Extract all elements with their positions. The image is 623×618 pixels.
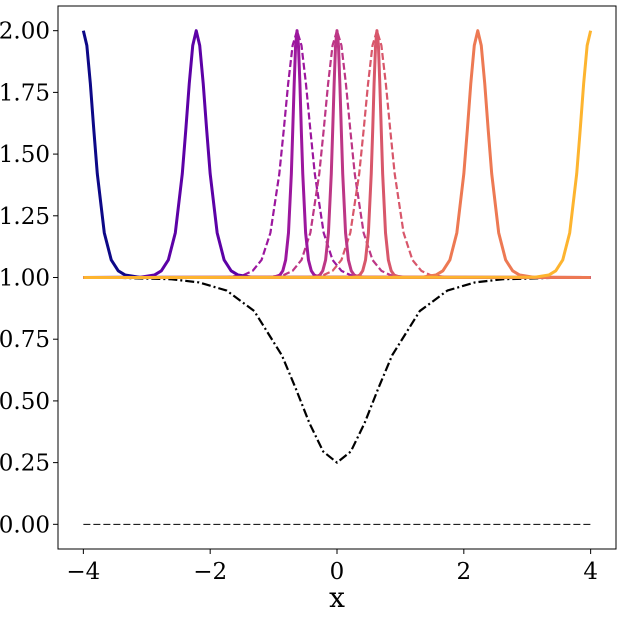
y-tick-label: 1.00 xyxy=(0,266,50,292)
x-tick-label: 2 xyxy=(456,559,471,585)
line-series xyxy=(83,29,591,279)
x-tick-label: −4 xyxy=(66,559,100,585)
x-tick-label: 4 xyxy=(583,559,598,585)
y-tick-label: 1.50 xyxy=(0,142,50,168)
plot-frame xyxy=(57,5,617,550)
line-series xyxy=(83,29,591,279)
line-series xyxy=(83,276,591,464)
line-series xyxy=(83,29,591,279)
line-series xyxy=(83,29,591,279)
line-series xyxy=(83,29,591,279)
line-series xyxy=(83,30,593,279)
x-tick-label: −2 xyxy=(193,559,227,585)
y-tick-label: 0.25 xyxy=(0,451,50,477)
y-tick-label: 1.75 xyxy=(0,80,50,106)
y-tick-label: 0.75 xyxy=(0,327,50,353)
y-tick-label: 0.00 xyxy=(0,512,50,538)
x-axis-label: x xyxy=(329,581,345,614)
x-tick-label: 0 xyxy=(330,559,345,585)
y-tick-label: 0.50 xyxy=(0,389,50,415)
y-tick-label: 2.00 xyxy=(0,19,50,45)
line-series xyxy=(81,30,591,279)
line-series xyxy=(83,29,591,279)
line-series xyxy=(83,29,591,279)
y-tick-label: 1.25 xyxy=(0,204,50,230)
line-series xyxy=(83,29,591,279)
